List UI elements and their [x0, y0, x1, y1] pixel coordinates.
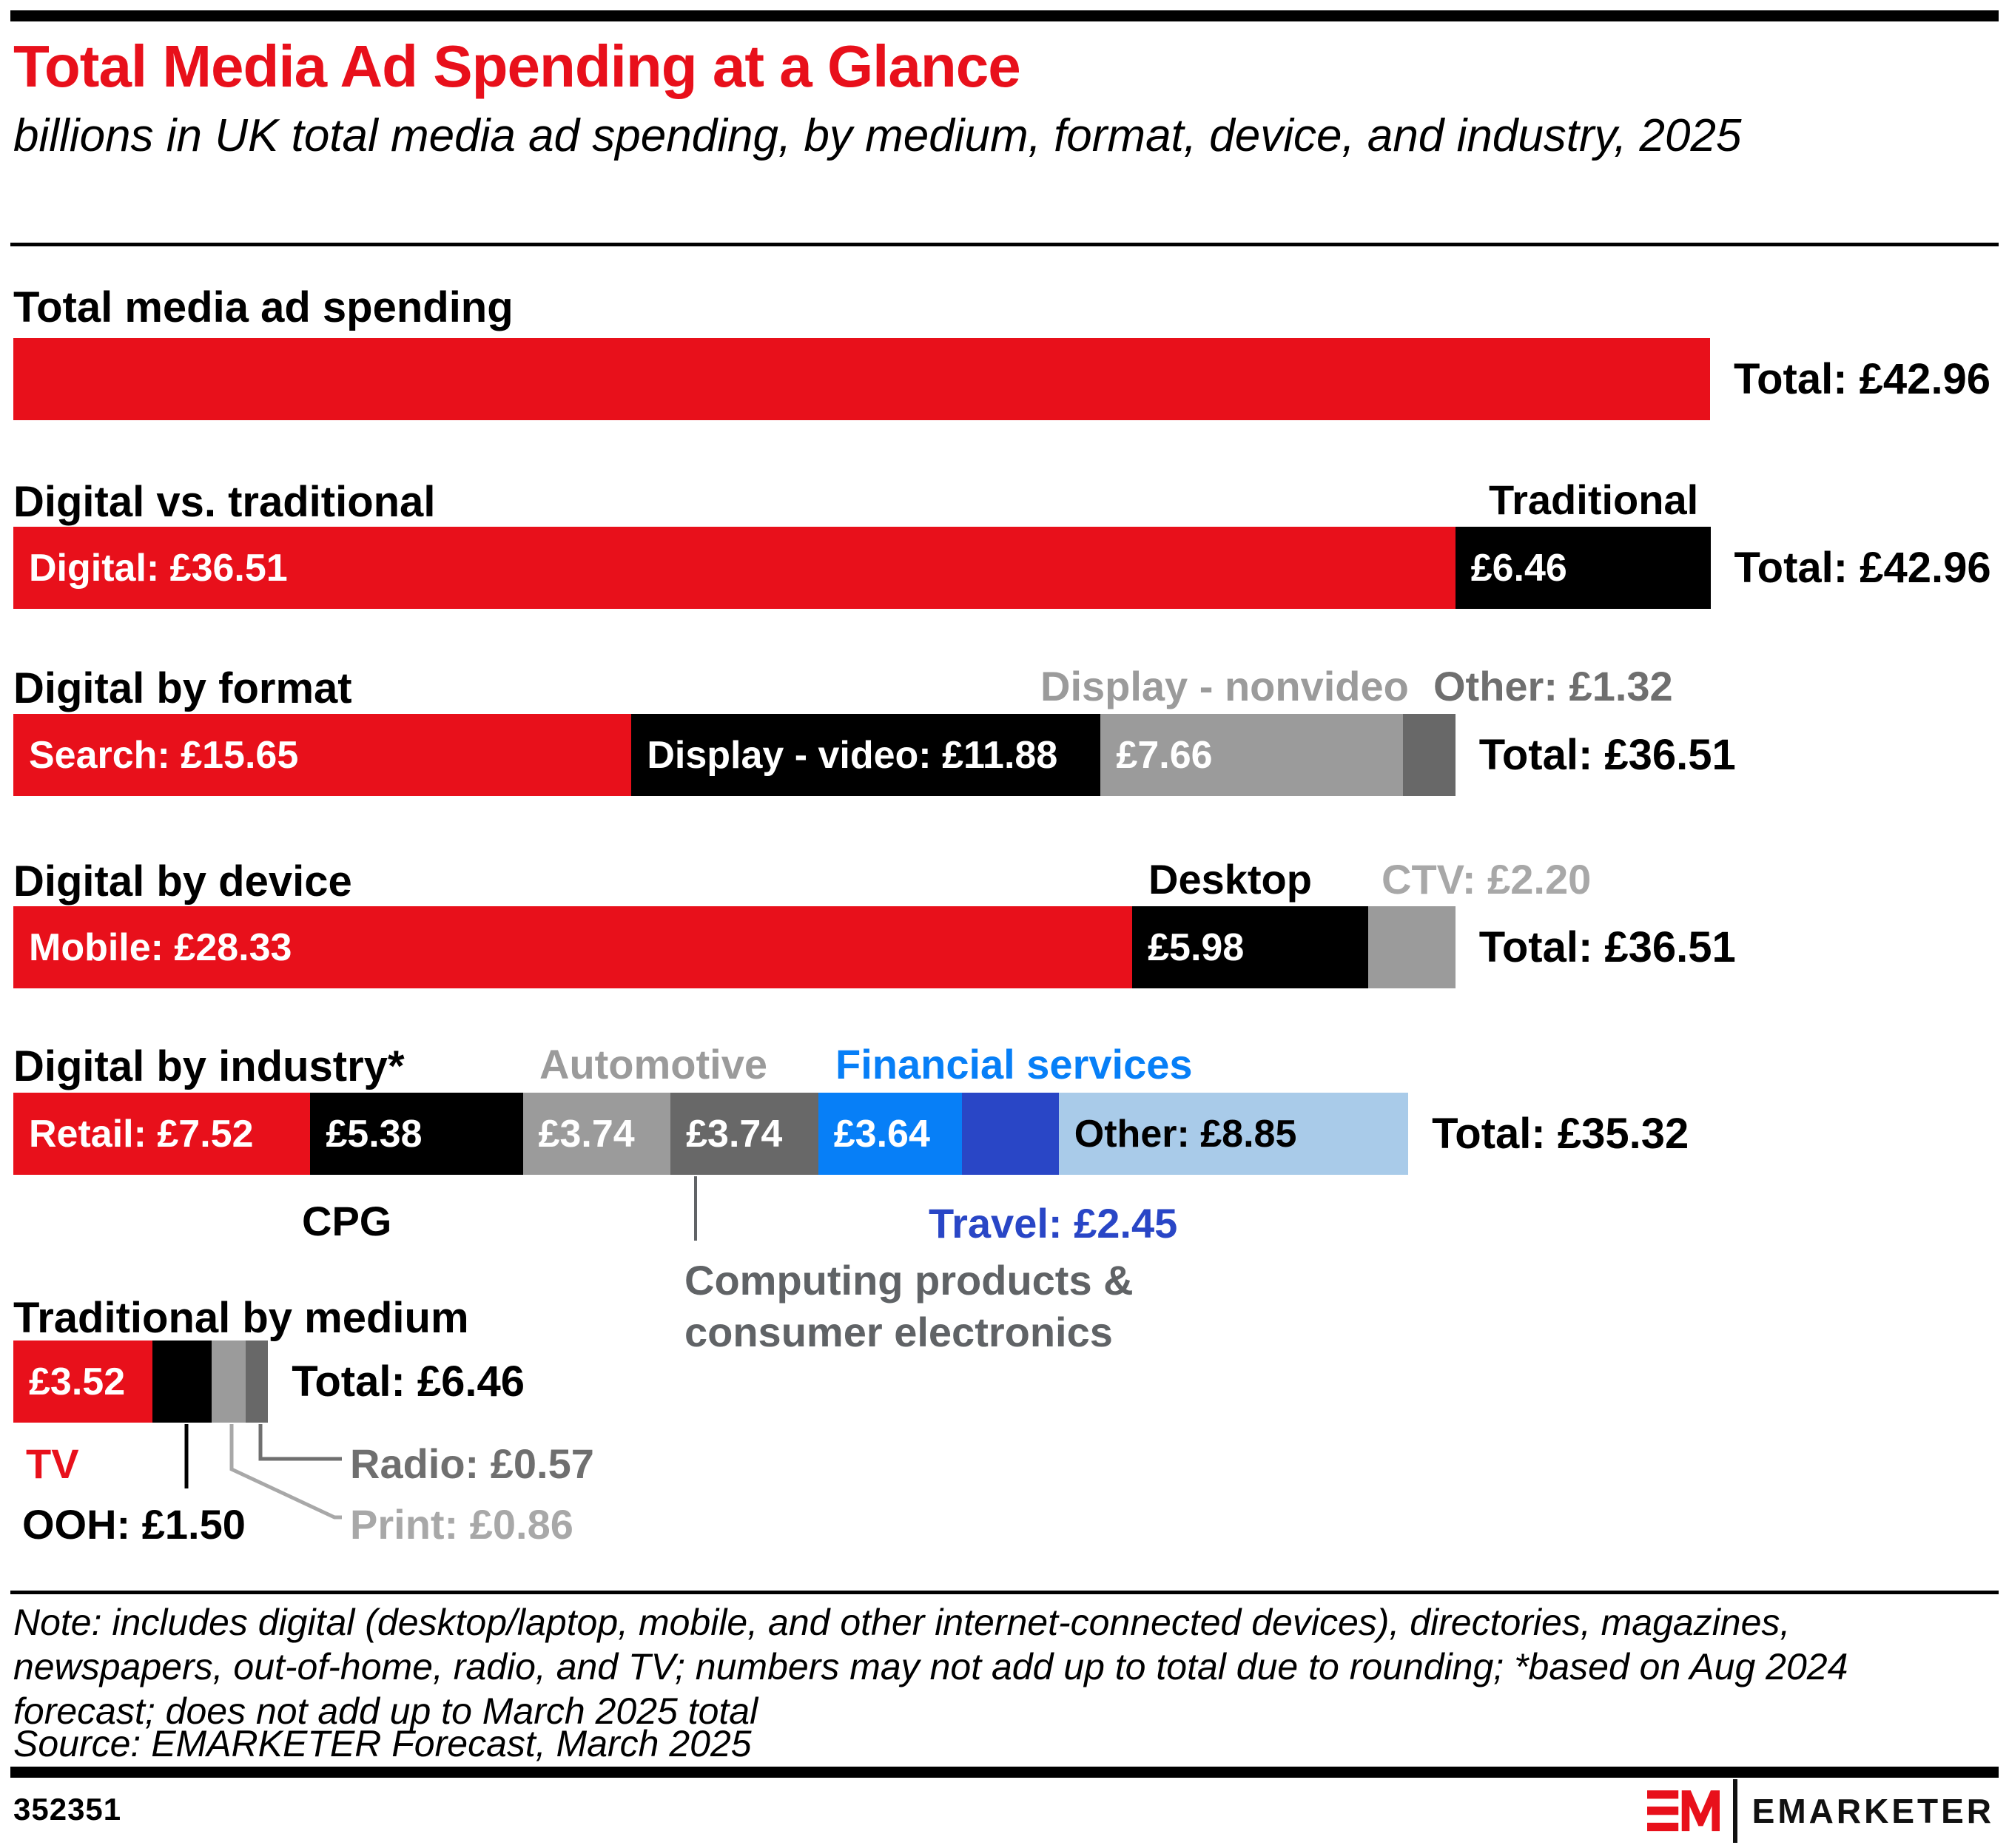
section-heading-digital-by-device: Digital by device — [13, 857, 352, 906]
bar-total-media — [13, 338, 1710, 420]
label-ooh: OOH: £1.50 — [22, 1501, 246, 1548]
bar-segment-label: £5.38 — [326, 1112, 423, 1156]
bar-traditional-by-medium: £3.52 — [13, 1341, 269, 1423]
total-label: Total: £42.96 — [1734, 544, 1991, 592]
total-label: Total: £36.51 — [1478, 731, 1736, 779]
bar-segment-label: Mobile: £28.33 — [29, 925, 292, 969]
label-desktop: Desktop — [1148, 856, 1312, 903]
page-subtitle: billions in UK total media ad spending, … — [13, 110, 1742, 161]
bar-row-digital-by-device: Mobile: £28.33 £5.98 Total: £36.51 — [13, 906, 1736, 988]
bar-segment-ooh — [152, 1341, 212, 1423]
logo-separator — [1732, 1779, 1737, 1843]
total-label: Total: £6.46 — [292, 1358, 525, 1406]
bar-segment-ctv — [1368, 906, 1456, 988]
bar-segment-print — [211, 1341, 246, 1423]
bar-segment-label: £5.98 — [1148, 925, 1245, 969]
bar-segment-computing-products-consumer-electronics: £3.74 — [670, 1093, 818, 1175]
label-ctv: CTV: £2.20 — [1382, 856, 1592, 903]
label-other-format: Other: £1.32 — [1433, 663, 1673, 709]
logo-wordmark: EMARKETER — [1751, 1792, 1994, 1830]
bar-segment-radio — [245, 1341, 269, 1423]
section-heading-total-media: Total media ad spending — [13, 283, 514, 331]
total-label: Total: £36.51 — [1478, 923, 1736, 971]
label-tv: TV — [26, 1440, 79, 1487]
label-automotive: Automotive — [539, 1041, 767, 1087]
bar-digital-by-format: Search: £15.65 Display - video: £11.88 £7.… — [13, 714, 1456, 796]
bar-row-digital-vs-traditional: Digital: £36.51 £6.46 Total: £42.96 — [13, 527, 1991, 609]
bar-segment-digital: Digital: £36.51 — [13, 527, 1456, 609]
bar-row-traditional-by-medium: £3.52 Total: £6.46 — [13, 1341, 525, 1423]
source-text: Source: EMARKETER Forecast, March 2025 — [13, 1723, 752, 1764]
radio-callout-line — [258, 1424, 342, 1461]
total-label: Total: £35.32 — [1432, 1110, 1689, 1158]
bar-segment-display-video: Display - video: £11.88 — [631, 714, 1101, 796]
bar-digital-vs-traditional: Digital: £36.51 £6.46 — [13, 527, 1711, 609]
page-title: Total Media Ad Spending at a Glance — [13, 33, 1021, 99]
bar-digital-by-industry: Retail: £7.52 £5.38 £3.74 £3.74 £3.64 Other: … — [13, 1093, 1409, 1175]
bar-row-digital-by-industry: Retail: £7.52 £5.38 £3.74 £3.74 £3.64 Other: … — [13, 1093, 1689, 1175]
bar-segment-display-nonvideo: £7.66 — [1100, 714, 1404, 796]
bar-segment-search: Search: £15.65 — [13, 714, 632, 796]
bar-segment-label: £3.64 — [833, 1112, 930, 1156]
bar-segment-cpg: £5.38 — [310, 1093, 523, 1175]
note-divider — [10, 1591, 1999, 1594]
bar-segment-automotive: £3.74 — [522, 1093, 671, 1175]
label-traditional: Traditional — [1489, 476, 1699, 523]
bar-segment-desktop: £5.98 — [1132, 906, 1369, 988]
section-heading-traditional-by-medium: Traditional by medium — [13, 1294, 469, 1342]
section-heading-digital-by-format: Digital by format — [13, 664, 352, 712]
section-heading-digital-vs-traditional: Digital vs. traditional — [13, 478, 436, 526]
bar-row-digital-by-format: Search: £15.65 Display - video: £11.88 £7.… — [13, 714, 1736, 796]
bar-segment-label: Digital: £36.51 — [29, 546, 288, 590]
bar-segment-label: £3.74 — [686, 1112, 783, 1156]
bar-segment-tv: £3.52 — [13, 1341, 152, 1423]
bar-row-total-media: Total: £42.96 — [13, 338, 1991, 420]
label-display-nonvideo: Display - nonvideo — [1040, 663, 1409, 709]
bar-segment-other — [1403, 714, 1456, 796]
bar-segment-label: Display - video: £11.88 — [647, 733, 1058, 777]
top-rule — [10, 10, 1999, 21]
footer-rule — [10, 1767, 1999, 1778]
bar-segment-label: £3.74 — [538, 1112, 635, 1156]
emarketer-logo: EMARKETER — [1646, 1779, 1994, 1843]
print-callout-line — [229, 1424, 342, 1520]
label-print: Print: £0.86 — [350, 1501, 573, 1548]
label-computing-products: Computing products & consumer electronic… — [684, 1257, 1134, 1355]
bar-segment-label: Retail: £7.52 — [29, 1112, 254, 1156]
bar-segment-travel — [962, 1093, 1059, 1175]
bar-segment-mobile: Mobile: £28.33 — [13, 906, 1133, 988]
bar-segment-label: £7.66 — [1116, 733, 1213, 777]
section-heading-digital-by-industry: Digital by industry* — [13, 1042, 405, 1090]
bar-segment-traditional: £6.46 — [1455, 527, 1711, 609]
total-label: Total: £42.96 — [1734, 355, 1991, 403]
label-cpg: CPG — [302, 1198, 392, 1244]
bar-segment-retail: Retail: £7.52 — [13, 1093, 311, 1175]
bar-segment-other: Other: £8.85 — [1058, 1093, 1409, 1175]
chart-id: 352351 — [13, 1792, 122, 1827]
bar-segment-financial-services: £3.64 — [818, 1093, 963, 1175]
bar-segment-label: Search: £15.65 — [29, 733, 299, 777]
note-text: Note: includes digital (desktop/laptop, … — [13, 1602, 1848, 1732]
title-divider — [10, 243, 1999, 246]
em-logo-mark — [1646, 1790, 1720, 1832]
label-travel: Travel: £2.45 — [929, 1200, 1178, 1247]
bar-digital-by-device: Mobile: £28.33 £5.98 — [13, 906, 1456, 988]
bar-segment-total-media — [13, 338, 1710, 420]
bar-segment-label: £6.46 — [1470, 546, 1567, 590]
label-radio: Radio: £0.57 — [350, 1440, 594, 1487]
bar-segment-label: Other: £8.85 — [1074, 1112, 1297, 1156]
bar-segment-label: £3.52 — [29, 1360, 126, 1403]
label-financial-services: Financial services — [835, 1041, 1193, 1087]
